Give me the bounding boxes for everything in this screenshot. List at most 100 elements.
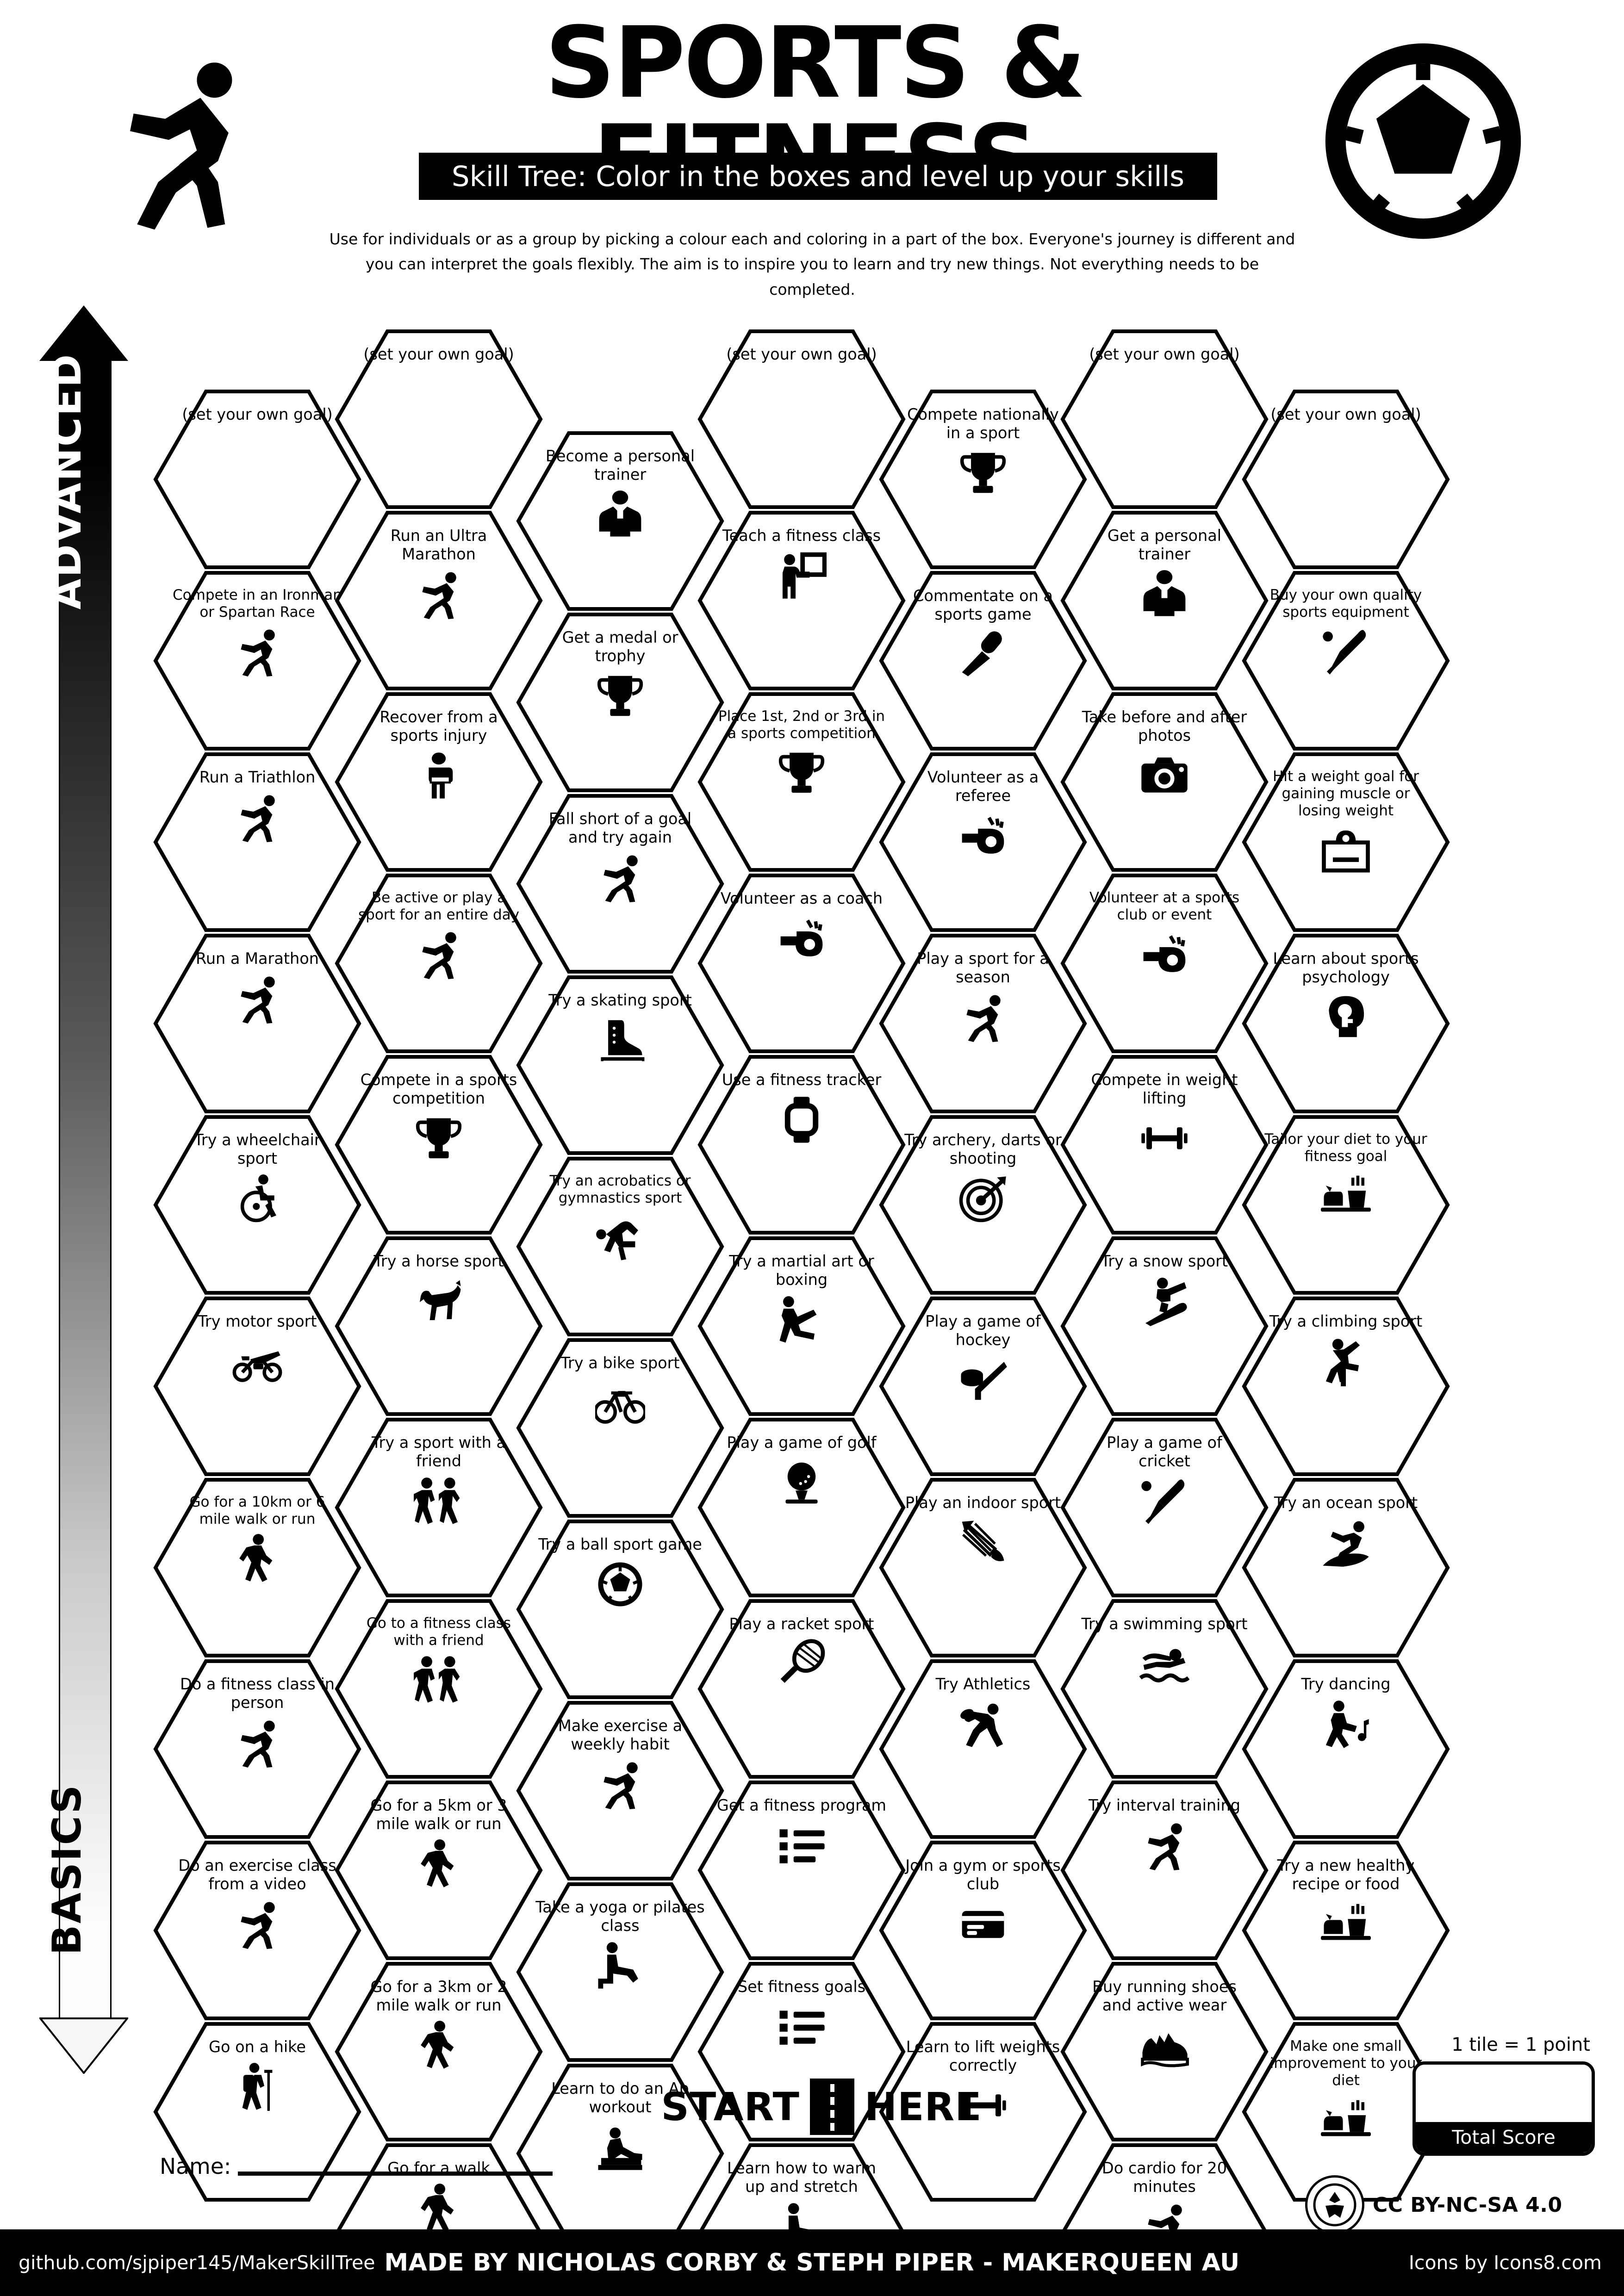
hexagon-outline bbox=[153, 1841, 361, 2020]
skill-tile[interactable]: Try a wheelchair sport bbox=[153, 1114, 362, 1296]
skill-tile[interactable]: Compete in weight lifting bbox=[1060, 1054, 1269, 1235]
skill-tile[interactable]: Try motor sport bbox=[153, 1296, 362, 1477]
skill-tile[interactable]: Be active or play a sport for an entire … bbox=[334, 873, 543, 1054]
skill-tile[interactable]: Take a yoga or pilates class bbox=[516, 1881, 725, 2063]
skill-tile[interactable]: (set your own goal) bbox=[1060, 329, 1269, 510]
skill-tile-label: Compete nationally in a sport bbox=[907, 405, 1059, 442]
skill-tile[interactable]: Run an Ultra Marathon bbox=[334, 510, 543, 691]
skill-tile[interactable]: Try a snow sport bbox=[1060, 1235, 1269, 1417]
skill-tile[interactable]: Use a fitness tracker bbox=[697, 1054, 906, 1235]
skill-tile[interactable]: Commentate on a sports game bbox=[878, 570, 1088, 751]
skill-tile[interactable]: Go for a 3km or 2 mile walk or run bbox=[334, 1961, 543, 2142]
skill-tile-label: Go to a fitness class with a friend bbox=[366, 1615, 511, 1649]
skill-tile[interactable]: Volunteer as a referee bbox=[878, 751, 1088, 933]
skill-tile[interactable]: Play a game of golf bbox=[697, 1417, 906, 1598]
hexagon-outline bbox=[153, 390, 361, 569]
skill-tile[interactable]: Volunteer at a sports club or event bbox=[1060, 873, 1269, 1054]
skill-tile[interactable]: Set fitness goals bbox=[697, 1961, 906, 2142]
skill-tile[interactable]: Try interval training bbox=[1060, 1780, 1269, 1961]
skill-tile[interactable]: Fall short of a goal and try again bbox=[516, 793, 725, 974]
skill-tile[interactable]: Teach a fitness class bbox=[697, 510, 906, 691]
skill-tile[interactable]: Do a fitness class in person bbox=[153, 1658, 362, 1840]
skill-tile-content: Learn to lift weights correctly bbox=[898, 2021, 1068, 2203]
skill-tile[interactable]: Try an acrobatics or gymnastics sport bbox=[516, 1156, 725, 1337]
sprint-icon bbox=[958, 992, 1008, 1043]
skill-tile[interactable]: Place 1st, 2nd or 3rd in a sports compet… bbox=[697, 691, 906, 873]
skill-tile[interactable]: Play a sport for a season bbox=[878, 933, 1088, 1114]
skill-tile[interactable]: Join a gym or sports club bbox=[878, 1840, 1088, 2021]
skill-tile[interactable]: Get a personal trainer bbox=[1060, 510, 1269, 691]
sprint-icon bbox=[232, 974, 282, 1024]
skill-tile[interactable]: Compete in an Ironman or Spartan Race bbox=[153, 570, 362, 751]
skill-tile[interactable]: Do an exercise class from a video bbox=[153, 1840, 362, 2021]
skill-tile[interactable]: Compete nationally in a sport bbox=[878, 389, 1088, 570]
skill-tile[interactable]: Try a martial art or boxing bbox=[697, 1235, 906, 1417]
skill-tile[interactable]: Try an ocean sport bbox=[1241, 1477, 1450, 1658]
skill-tile-label: Fall short of a goal and try again bbox=[548, 810, 692, 847]
skill-tile-label: (set your own goal) bbox=[1270, 405, 1421, 423]
skill-tile[interactable]: (set your own goal) bbox=[697, 329, 906, 510]
skill-tile[interactable]: Play an indoor sport bbox=[878, 1477, 1088, 1658]
skill-tile[interactable]: Make exercise a weekly habit bbox=[516, 1700, 725, 1881]
skill-tile[interactable]: Try dancing bbox=[1241, 1658, 1450, 1840]
skill-tile[interactable]: Try a skating sport bbox=[516, 974, 725, 1156]
skill-tile[interactable]: Get a fitness program bbox=[697, 1780, 906, 1961]
skill-tile[interactable]: Play a game of cricket bbox=[1060, 1417, 1269, 1598]
skill-tile-content: Make one small improvement to your diet bbox=[1261, 2021, 1431, 2203]
footer-github-link[interactable]: github.com/sjpiper145/MakerSkillTree bbox=[19, 2252, 375, 2274]
skill-tile[interactable]: Compete in a sports competition bbox=[334, 1054, 543, 1235]
skill-tile[interactable]: (set your own goal) bbox=[1241, 389, 1450, 570]
skill-tile[interactable]: Play a racket sport bbox=[697, 1598, 906, 1780]
skill-tile[interactable]: Run a Triathlon bbox=[153, 751, 362, 933]
skill-tile[interactable]: Try archery, darts or shooting bbox=[878, 1114, 1088, 1296]
skill-tile[interactable]: (set your own goal) bbox=[153, 389, 362, 570]
skill-tile[interactable]: Run a Marathon bbox=[153, 933, 362, 1114]
skill-tile-label: Try a horse sport bbox=[373, 1252, 504, 1270]
skill-tile-content: (set your own goal) bbox=[172, 389, 342, 570]
name-input[interactable] bbox=[237, 2169, 553, 2176]
skill-tile[interactable]: Learn to do an Ab workout bbox=[516, 2063, 725, 2244]
skill-tile[interactable]: Go for a 10km or 6 mile walk or run bbox=[153, 1477, 362, 1658]
skill-tile[interactable]: Try Athletics bbox=[878, 1658, 1088, 1840]
skill-tile-content: Try a ball sport game bbox=[535, 1519, 705, 1700]
injury-icon bbox=[414, 751, 464, 800]
snowboard-icon bbox=[1139, 1276, 1189, 1327]
skill-tile-content: Buy running shoes and active wear bbox=[1079, 1961, 1250, 2142]
skill-tile[interactable]: Try a horse sport bbox=[334, 1235, 543, 1417]
skill-tile[interactable]: (set your own goal) bbox=[334, 329, 543, 510]
skill-tile[interactable]: Buy your own quality sports equipment bbox=[1241, 570, 1450, 751]
skill-tile[interactable]: Take before and after photos bbox=[1060, 691, 1269, 873]
skill-tile[interactable]: Buy running shoes and active wear bbox=[1060, 1961, 1269, 2142]
skill-tile[interactable]: Try a climbing sport bbox=[1241, 1296, 1450, 1477]
sprint-icon bbox=[595, 1759, 645, 1810]
skill-tile[interactable]: Try a sport with a friend bbox=[334, 1417, 543, 1598]
skill-tile[interactable]: Recover from a sports injury bbox=[334, 691, 543, 873]
skill-tile[interactable]: Try a swimming sport bbox=[1060, 1598, 1269, 1780]
skill-tile-content: (set your own goal) bbox=[716, 329, 887, 510]
climber-icon bbox=[1321, 1336, 1371, 1387]
skill-tile[interactable]: Go on a hike bbox=[153, 2021, 362, 2203]
skill-tile[interactable]: Go for a 5km or 3 mile walk or run bbox=[334, 1780, 543, 1961]
skill-tile-content: (set your own goal) bbox=[1261, 389, 1431, 570]
skill-tile[interactable]: Go to a fitness class with a friend bbox=[334, 1598, 543, 1780]
skill-tile[interactable]: Get a medal or trophy bbox=[516, 612, 725, 793]
skill-tile[interactable]: Learn about sports psychology bbox=[1241, 933, 1450, 1114]
skill-tile[interactable]: Try a bike sport bbox=[516, 1337, 725, 1519]
skill-tile[interactable]: Try a new healthy recipe or food bbox=[1241, 1840, 1450, 2021]
skill-tile[interactable]: Become a personal trainer bbox=[516, 430, 725, 612]
skill-tile[interactable]: Play a game of hockey bbox=[878, 1296, 1088, 1477]
skill-tile[interactable]: Make one small improvement to your diet bbox=[1241, 2021, 1450, 2203]
score-value-input[interactable] bbox=[1416, 2065, 1592, 2122]
skill-tile[interactable]: Learn to lift weights correctly bbox=[878, 2021, 1088, 2203]
skill-tile[interactable]: Hit a weight goal for gaining muscle or … bbox=[1241, 751, 1450, 933]
score-box[interactable]: Total Score bbox=[1412, 2061, 1595, 2156]
skill-tile-content: Play a game of cricket bbox=[1079, 1417, 1250, 1598]
trophy-icon bbox=[777, 748, 827, 798]
skill-tile[interactable]: Tailor your diet to your fitness goal bbox=[1241, 1114, 1450, 1296]
skill-tile-label: Volunteer at a sports club or event bbox=[1089, 889, 1240, 924]
hexagon-outline bbox=[335, 1236, 543, 1416]
skill-tile-label: (set your own goal) bbox=[726, 345, 877, 363]
skill-tile[interactable]: Volunteer as a coach bbox=[697, 873, 906, 1054]
skill-tile[interactable]: Try a ball sport game bbox=[516, 1519, 725, 1700]
hexagon-outline bbox=[1242, 571, 1450, 751]
